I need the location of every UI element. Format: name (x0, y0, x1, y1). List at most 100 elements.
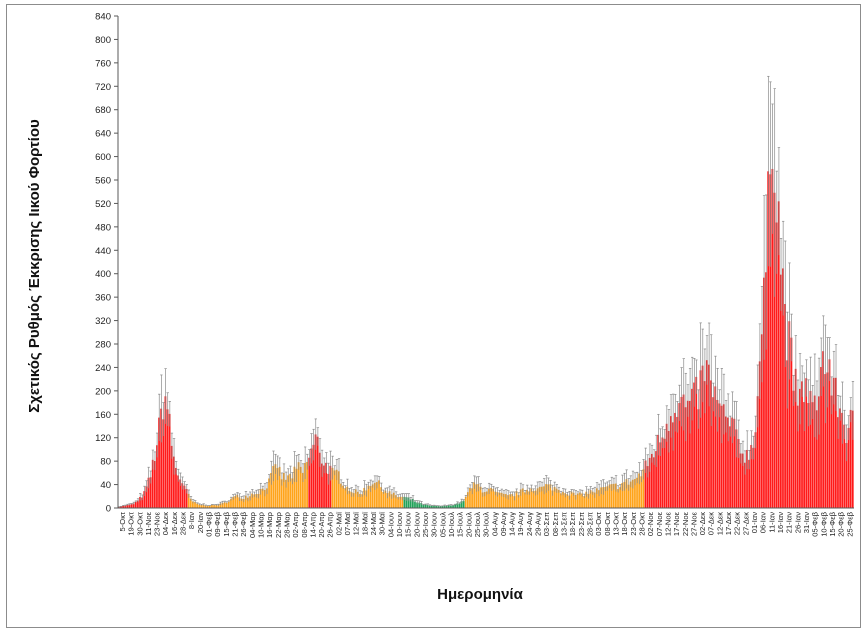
bar (612, 483, 615, 508)
x-tick-label: 25-Ιουλ (473, 512, 482, 537)
bar (395, 495, 397, 508)
bar (547, 484, 550, 508)
bar (437, 506, 440, 508)
bar (122, 505, 124, 508)
bar (638, 473, 641, 508)
x-tick-label: 10-Φεβ (819, 511, 828, 536)
bar (689, 400, 691, 508)
bar (244, 495, 247, 508)
bar (302, 472, 304, 508)
bar (445, 505, 448, 508)
y-tick-label: 240 (95, 363, 111, 374)
bar (549, 484, 552, 508)
y-tick-label: 360 (95, 293, 111, 304)
bar (790, 337, 793, 508)
bar (382, 491, 385, 508)
bar (619, 487, 621, 508)
bar (748, 459, 751, 508)
x-tick-label: 09-Φεβ (213, 511, 222, 536)
bar (703, 381, 706, 508)
bar (234, 496, 237, 508)
bar (851, 410, 854, 508)
bar (782, 268, 784, 508)
bar (215, 505, 218, 508)
x-tick-label: 28-Μαρ (282, 511, 291, 538)
bar (170, 445, 173, 508)
bar (156, 445, 158, 508)
x-tick-label: 18-Σεπ (568, 512, 577, 536)
bar (532, 491, 535, 508)
bar (124, 505, 127, 508)
bar (164, 396, 167, 508)
bar (329, 465, 332, 508)
bar (500, 492, 503, 508)
bar (240, 498, 243, 508)
bar (175, 467, 177, 508)
x-axis-title: Ημερομηνία (437, 586, 523, 603)
bar (192, 501, 194, 508)
bar (227, 501, 230, 508)
bar (134, 501, 137, 508)
x-tick-label: 26-Απρ (326, 511, 335, 537)
bar (153, 461, 156, 508)
bar (356, 491, 359, 508)
bar (185, 488, 188, 508)
bar (120, 506, 122, 508)
x-tick-label: 11-Ιαν (767, 512, 776, 533)
bar (230, 498, 232, 508)
bar (443, 505, 446, 508)
bar (712, 397, 715, 508)
bar (646, 466, 649, 508)
bar (555, 488, 558, 508)
y-tick-label: 80 (100, 457, 111, 468)
bar (830, 395, 833, 508)
y-tick-label: 840 (95, 12, 111, 23)
bar (775, 222, 778, 508)
bar (172, 456, 175, 508)
x-tick-label: 04-Μαρ (248, 511, 257, 538)
x-tick-label: 15-Ιουν (404, 512, 413, 537)
x-tick-label: 27-Νοε (689, 511, 698, 536)
x-tick-label: 20-Φεβ (837, 511, 846, 536)
bar (371, 484, 374, 508)
bar (811, 402, 814, 508)
x-ticks-group: 5-Οκτ 19-Οκτ 30-Οκτ 11-Νοε 23-Νοε 04-Δεκ 16-Δε… (118, 511, 854, 538)
bar (223, 502, 226, 508)
x-tick-label: 26-Ιαν (793, 512, 802, 533)
x-tick-label: 18-Οκτ (620, 512, 629, 536)
bar (595, 488, 598, 508)
bar (384, 490, 387, 508)
bar (557, 489, 560, 508)
bar (314, 434, 317, 508)
x-tick-label: 02-Δεκ (698, 512, 707, 535)
x-tick-label: 19-Οκτ (127, 512, 136, 536)
bar (676, 416, 679, 508)
bar (560, 493, 562, 508)
bar (251, 493, 253, 508)
bar (701, 365, 704, 508)
y-tick-label: 760 (95, 58, 111, 69)
bar (293, 466, 296, 508)
bar (585, 491, 588, 508)
x-tick-label: 22-Νοε (681, 511, 690, 536)
y-tick-label: 800 (95, 35, 111, 46)
bar (661, 437, 664, 508)
bar (255, 493, 258, 508)
x-tick-label: 25-Φεβ (845, 511, 854, 536)
bar (773, 192, 776, 509)
bar (843, 424, 846, 508)
bar (579, 492, 581, 508)
x-tick-label: 04-Δεκ (161, 512, 170, 535)
bar (481, 492, 484, 508)
bar (583, 496, 586, 508)
bar (168, 413, 171, 508)
bar (617, 489, 619, 508)
bar (625, 479, 628, 508)
bar (746, 449, 748, 508)
bar (422, 504, 425, 508)
bar (771, 168, 774, 508)
x-tick-label: 23-Σεπ (577, 512, 586, 536)
x-tick-label: 17-Δεκ (724, 512, 733, 535)
bar (718, 403, 721, 508)
bar (760, 334, 763, 508)
